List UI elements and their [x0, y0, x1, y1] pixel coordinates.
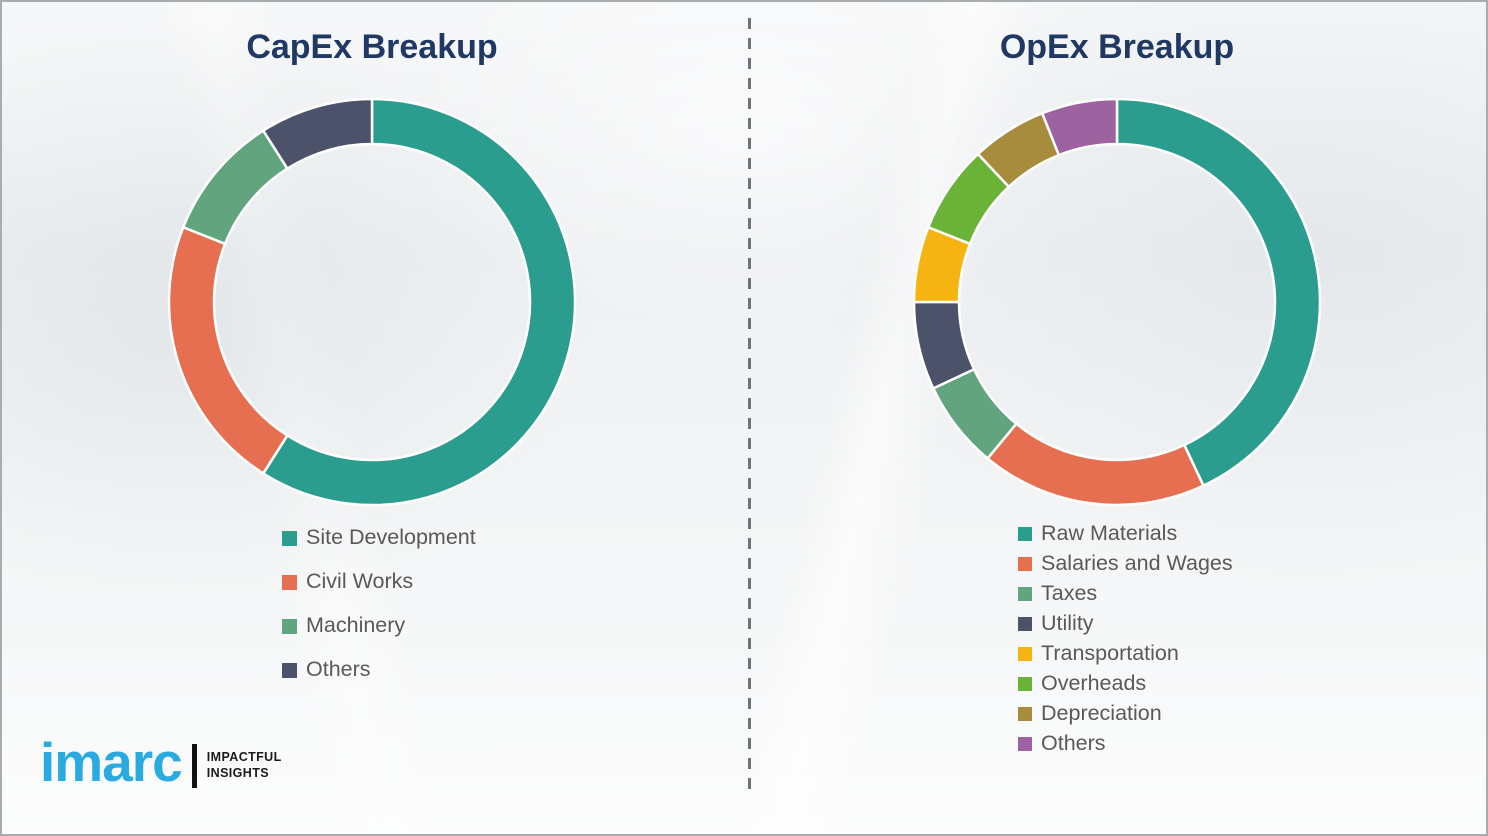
legend-label: Transportation — [1041, 641, 1179, 666]
capex-donut-chart — [167, 97, 577, 507]
legend-item-salaries-and-wages: Salaries and Wages — [1018, 549, 1233, 579]
donut-segment-machinery — [182, 129, 289, 246]
legend-label: Depreciation — [1041, 701, 1162, 726]
legend-swatch-taxes — [1018, 587, 1032, 601]
legend-label: Raw Materials — [1041, 521, 1178, 546]
legend-swatch-depreciation — [1018, 707, 1032, 721]
legend-item-site-development: Site Development — [282, 516, 476, 560]
legend-swatch-overheads — [1018, 677, 1032, 691]
opex-donut-chart — [912, 97, 1322, 507]
legend-item-depreciation: Depreciation — [1018, 699, 1233, 729]
legend-swatch-others — [282, 662, 297, 678]
legend-item-raw-materials: Raw Materials — [1018, 519, 1233, 549]
legend-label: Utility — [1041, 611, 1094, 636]
panel-divider — [748, 18, 751, 796]
legend-item-others: Others — [1018, 729, 1233, 759]
legend-swatch-civil-works — [282, 574, 297, 590]
donut-segment-site-development — [261, 97, 577, 507]
legend-swatch-site-development — [282, 530, 297, 546]
imarc-tagline-line2: INSIGHTS — [206, 766, 269, 780]
legend-item-others: Others — [282, 648, 476, 692]
imarc-logo-wordmark: imarc — [40, 731, 183, 794]
donut-segment-others — [1041, 97, 1119, 157]
imarc-tagline-line1: IMPACTFUL — [206, 750, 282, 765]
legend-swatch-others — [1018, 737, 1032, 751]
opex-title: OpEx Breakup — [999, 28, 1235, 66]
legend-label: Taxes — [1041, 581, 1098, 606]
legend-swatch-raw-materials — [1018, 527, 1032, 541]
opex-legend: Raw Materials Salaries and Wages Taxes Util… — [1018, 519, 1233, 759]
donut-segment-others — [261, 97, 374, 170]
legend-label: Salaries and Wages — [1041, 551, 1233, 576]
legend-swatch-machinery — [282, 618, 297, 634]
capex-title: CapEx Breakup — [246, 28, 498, 66]
legend-label: Overheads — [1041, 671, 1147, 696]
legend-label: Site Development — [306, 525, 476, 550]
legend-label: Others — [1041, 731, 1106, 756]
capex-legend: Site Development Civil Works Machinery Othe… — [282, 516, 476, 692]
legend-item-civil-works: Civil Works — [282, 560, 476, 604]
legend-swatch-salaries-and-wages — [1018, 557, 1032, 571]
legend-item-utility: Utility — [1018, 609, 1233, 639]
legend-swatch-transportation — [1018, 647, 1032, 661]
legend-item-machinery: Machinery — [282, 604, 476, 648]
legend-item-overheads: Overheads — [1018, 669, 1233, 699]
imarc-logo-separator — [191, 744, 197, 788]
donut-segment-civil-works — [167, 226, 289, 475]
donut-segment-raw-materials — [1115, 97, 1322, 487]
legend-item-taxes: Taxes — [1018, 579, 1233, 609]
legend-swatch-utility — [1018, 617, 1032, 631]
legend-label: Machinery — [306, 613, 406, 638]
donut-segment-salaries-and-wages — [986, 422, 1205, 507]
imarc-logo: imarc IMPACTFUL INSIGHTS — [40, 731, 282, 794]
imarc-logo-tagline: IMPACTFUL INSIGHTS — [207, 750, 282, 781]
legend-label: Others — [306, 657, 371, 682]
legend-item-transportation: Transportation — [1018, 639, 1233, 669]
legend-label: Civil Works — [306, 569, 414, 594]
